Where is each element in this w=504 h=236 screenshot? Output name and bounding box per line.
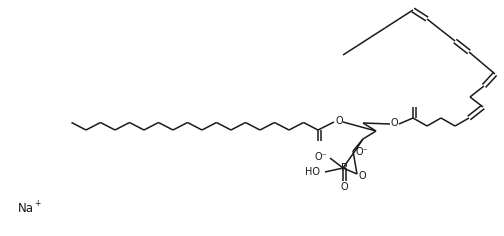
Text: O: O	[340, 182, 348, 192]
Text: HO: HO	[305, 167, 321, 177]
Text: O: O	[390, 118, 398, 128]
Text: P: P	[341, 163, 347, 173]
Text: +: +	[34, 198, 40, 207]
Text: O⁻: O⁻	[314, 152, 328, 162]
Text: Na: Na	[18, 202, 34, 215]
Text: O: O	[358, 171, 366, 181]
Text: O: O	[335, 116, 343, 126]
Text: O⁻: O⁻	[356, 147, 368, 157]
